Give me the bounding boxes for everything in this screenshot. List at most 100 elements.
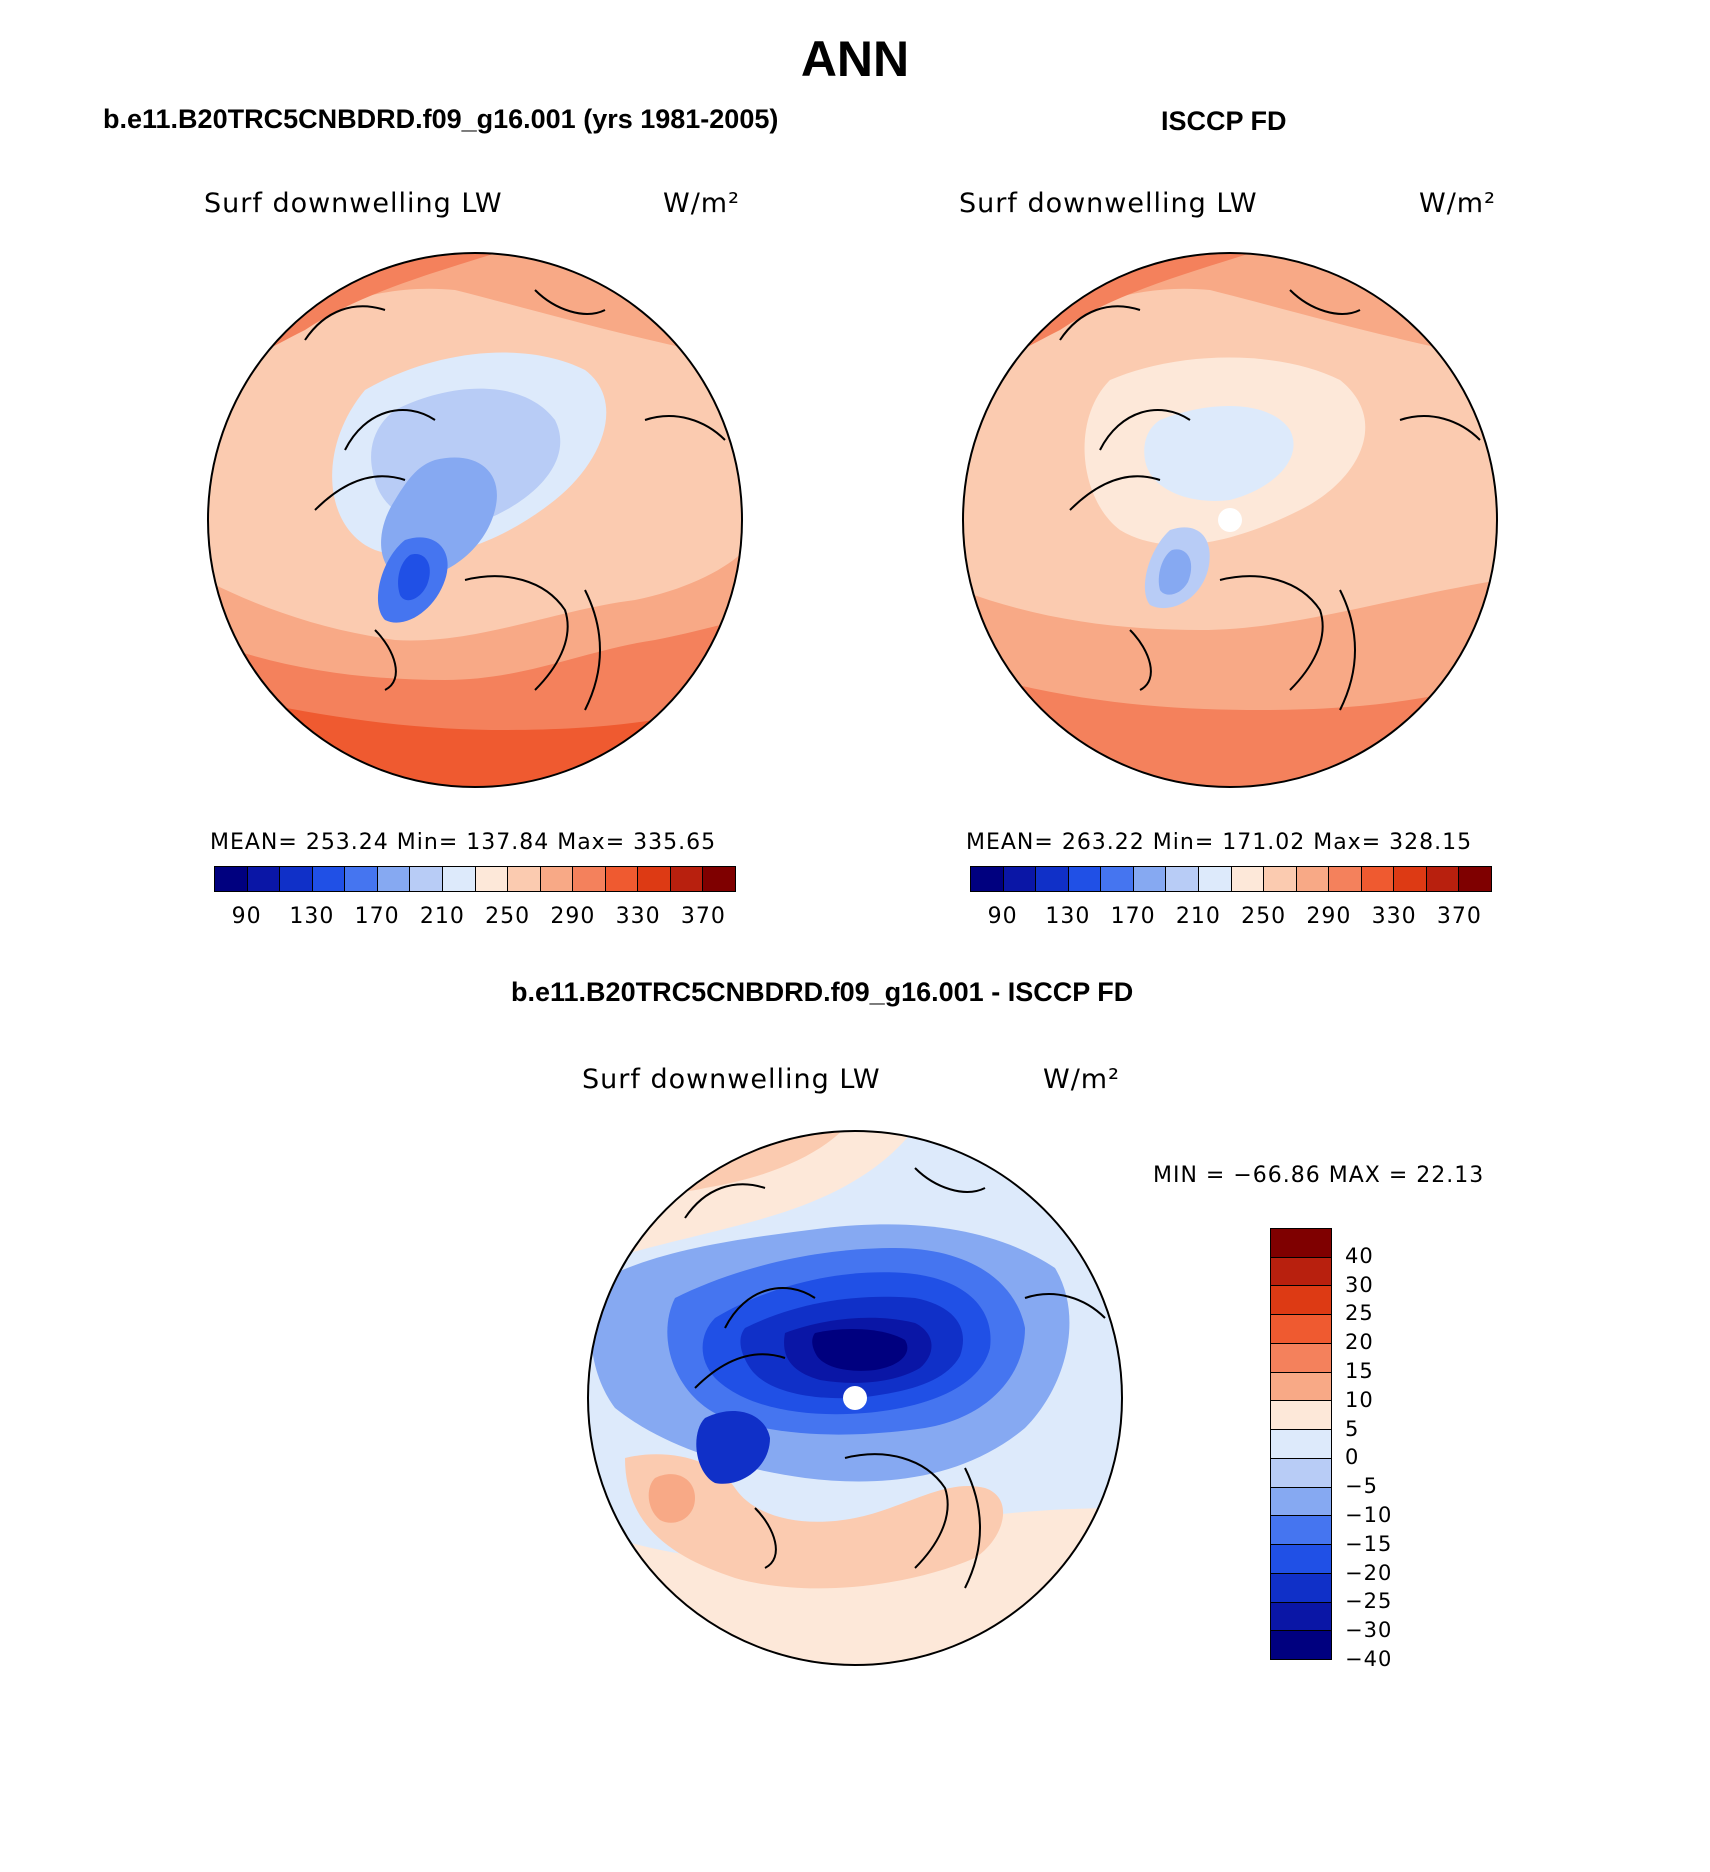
panel1-stats: MEAN= 253.24 Min= 137.84 Max= 335.65 (210, 830, 717, 855)
panel1-colorbar-tick-label: 130 (289, 904, 335, 929)
panel2-colorbar-swatch (1296, 867, 1330, 891)
panel1-colorbar-swatch (670, 867, 704, 891)
panel3-polar-map (587, 1130, 1123, 1666)
panel2-colorbar-tick-label: 210 (1175, 904, 1221, 929)
panel2-colorbar-swatch (1068, 867, 1102, 891)
panel3-colorbar-swatch (1271, 1631, 1331, 1660)
panel1-colorbar-tick-label: 210 (419, 904, 465, 929)
panel2-colorbar-swatch (971, 867, 1004, 891)
panel3-colorbar-tick-label: −20 (1345, 1560, 1393, 1585)
panel1-colorbar-tick-label: 250 (485, 904, 531, 929)
panel1-colorbar-swatch (312, 867, 346, 891)
panel1-colorbar-ticks: 90 130 170 210 250 290 330 370 (214, 904, 736, 934)
panel3-colorbar-tick-label: 25 (1345, 1301, 1374, 1326)
panel1-polar-map (207, 252, 743, 788)
panel2-colorbar-tick-label: 330 (1371, 904, 1417, 929)
panel1-variable-label: Surf downwelling LW (204, 188, 503, 219)
panel3-colorbar-tick-label: 15 (1345, 1359, 1374, 1383)
panel3-colorbar-swatch (1271, 1229, 1331, 1258)
panel2-title: ISCCP FD (1161, 106, 1287, 136)
panel1-colorbar-swatch (377, 867, 411, 891)
panel1-colorbar-swatch (280, 867, 313, 891)
panel3-title: b.e11.B20TRC5CNBDRD.f09_g16.001 - ISCCP … (511, 977, 1134, 1007)
panel3-colorbar-swatch (1271, 1602, 1331, 1632)
panel3-colorbar-tick-label: 40 (1345, 1243, 1374, 1268)
panel1-colorbar-tick-label: 90 (231, 904, 262, 929)
panel1-colorbar-swatch (215, 867, 248, 891)
panel1-units-label: W/m² (663, 188, 740, 219)
panel3-colorbar-tick-label: −15 (1345, 1531, 1393, 1556)
panel3-colorbar-swatch (1271, 1430, 1331, 1459)
panel1-title: b.e11.B20TRC5CNBDRD.f09_g16.001 (yrs 198… (103, 104, 779, 134)
panel2-colorbar-swatch (1133, 867, 1167, 891)
panel3-colorbar-swatch (1271, 1401, 1331, 1431)
panel3-colorbar-tick-label: 0 (1345, 1445, 1360, 1470)
panel2-colorbar-swatch (1361, 867, 1395, 891)
panel3-colorbar-swatch (1271, 1286, 1331, 1316)
panel3-colorbar-swatch (1271, 1545, 1331, 1574)
panel3-colorbar-ticks: 40 30 25 20 15 10 5 0 −5 −10 −15 −20 −25 −30 −40 (1345, 1228, 1425, 1671)
panel2-colorbar-tick-label: 130 (1045, 904, 1091, 929)
panel2-colorbar-tick-label: 370 (1436, 904, 1482, 929)
panel3-colorbar-tick-label: 30 (1345, 1272, 1374, 1297)
panel3-colorbar-tick-label: −40 (1345, 1647, 1393, 1671)
panel2-colorbar-tick-label: 170 (1110, 904, 1156, 929)
panel3-colorbar-tick-label: −10 (1345, 1503, 1393, 1527)
panel2-colorbar-swatch (1264, 867, 1297, 891)
panel2-colorbar-ticks: 90 130 170 210 250 290 330 370 (970, 904, 1492, 934)
panel3-colorbar-tick-label: −5 (1345, 1474, 1378, 1499)
panel2-colorbar-swatch (1003, 867, 1037, 891)
panel1-colorbar-tick-label: 170 (354, 904, 400, 929)
panel3-colorbar-swatch (1271, 1516, 1331, 1546)
panel1-colorbar-swatch (508, 867, 541, 891)
panel3-variable-label: Surf downwelling LW (582, 1064, 881, 1095)
panel2-colorbar-swatch (1459, 867, 1491, 891)
panel2-colorbar-swatch (1101, 867, 1134, 891)
panel2-colorbar-swatch (1394, 867, 1427, 891)
panel3-colorbar-swatch (1271, 1487, 1331, 1517)
panel2-colorbar-tick-label: 90 (987, 904, 1018, 929)
panel1-colorbar-swatch (703, 867, 735, 891)
figure-title: ANN (800, 31, 910, 87)
panel3-colorbar-tick-label: −25 (1345, 1589, 1393, 1614)
panel3-colorbar-swatch (1271, 1458, 1331, 1488)
panel3-colorbar-swatch (1271, 1372, 1331, 1402)
panel1-colorbar-tick-label: 290 (550, 904, 596, 929)
panel2-polar-map (962, 252, 1498, 788)
panel3-stats: MIN = −66.86 MAX = 22.13 (1153, 1163, 1485, 1188)
panel1-colorbar-tick-label: 330 (615, 904, 661, 929)
panel3-colorbar-swatch (1271, 1343, 1331, 1373)
panel3-colorbar-swatch (1271, 1315, 1331, 1344)
panel2-colorbar-tick-label: 250 (1241, 904, 1287, 929)
panel1-colorbar-swatch (605, 867, 639, 891)
panel1-colorbar-swatch (442, 867, 476, 891)
panel2-colorbar-swatch (1426, 867, 1460, 891)
panel1-colorbar-swatch (638, 867, 671, 891)
panel1-colorbar-swatch (540, 867, 574, 891)
panel3-colorbar-swatch (1271, 1573, 1331, 1603)
panel2-colorbar-swatch (1166, 867, 1199, 891)
panel2-stats: MEAN= 263.22 Min= 171.02 Max= 328.15 (966, 830, 1473, 855)
panel3-colorbar-tick-label: 20 (1345, 1330, 1374, 1355)
panel2-colorbar-swatch (1198, 867, 1232, 891)
panel2-units-label: W/m² (1419, 188, 1496, 219)
panel3-colorbar-tick-label: −30 (1345, 1618, 1393, 1643)
panel1-colorbar-swatch (247, 867, 281, 891)
panel2-colorbar (970, 866, 1492, 892)
panel2-variable-label: Surf downwelling LW (959, 188, 1258, 219)
panel1-colorbar (214, 866, 736, 892)
panel3-colorbar (1270, 1228, 1332, 1660)
panel3-colorbar-tick-label: 10 (1345, 1387, 1374, 1412)
panel1-colorbar-tick-label: 370 (680, 904, 726, 929)
panel2-colorbar-tick-label: 290 (1306, 904, 1352, 929)
panel2-colorbar-swatch (1036, 867, 1069, 891)
panel3-colorbar-tick-label: 5 (1345, 1416, 1360, 1441)
panel1-colorbar-swatch (410, 867, 443, 891)
panel1-colorbar-swatch (345, 867, 378, 891)
panel3-units-label: W/m² (1043, 1064, 1120, 1095)
panel2-colorbar-swatch (1231, 867, 1265, 891)
panel3-colorbar-swatch (1271, 1257, 1331, 1287)
panel2-colorbar-swatch (1329, 867, 1362, 891)
panel1-colorbar-swatch (573, 867, 606, 891)
panel1-colorbar-swatch (475, 867, 509, 891)
